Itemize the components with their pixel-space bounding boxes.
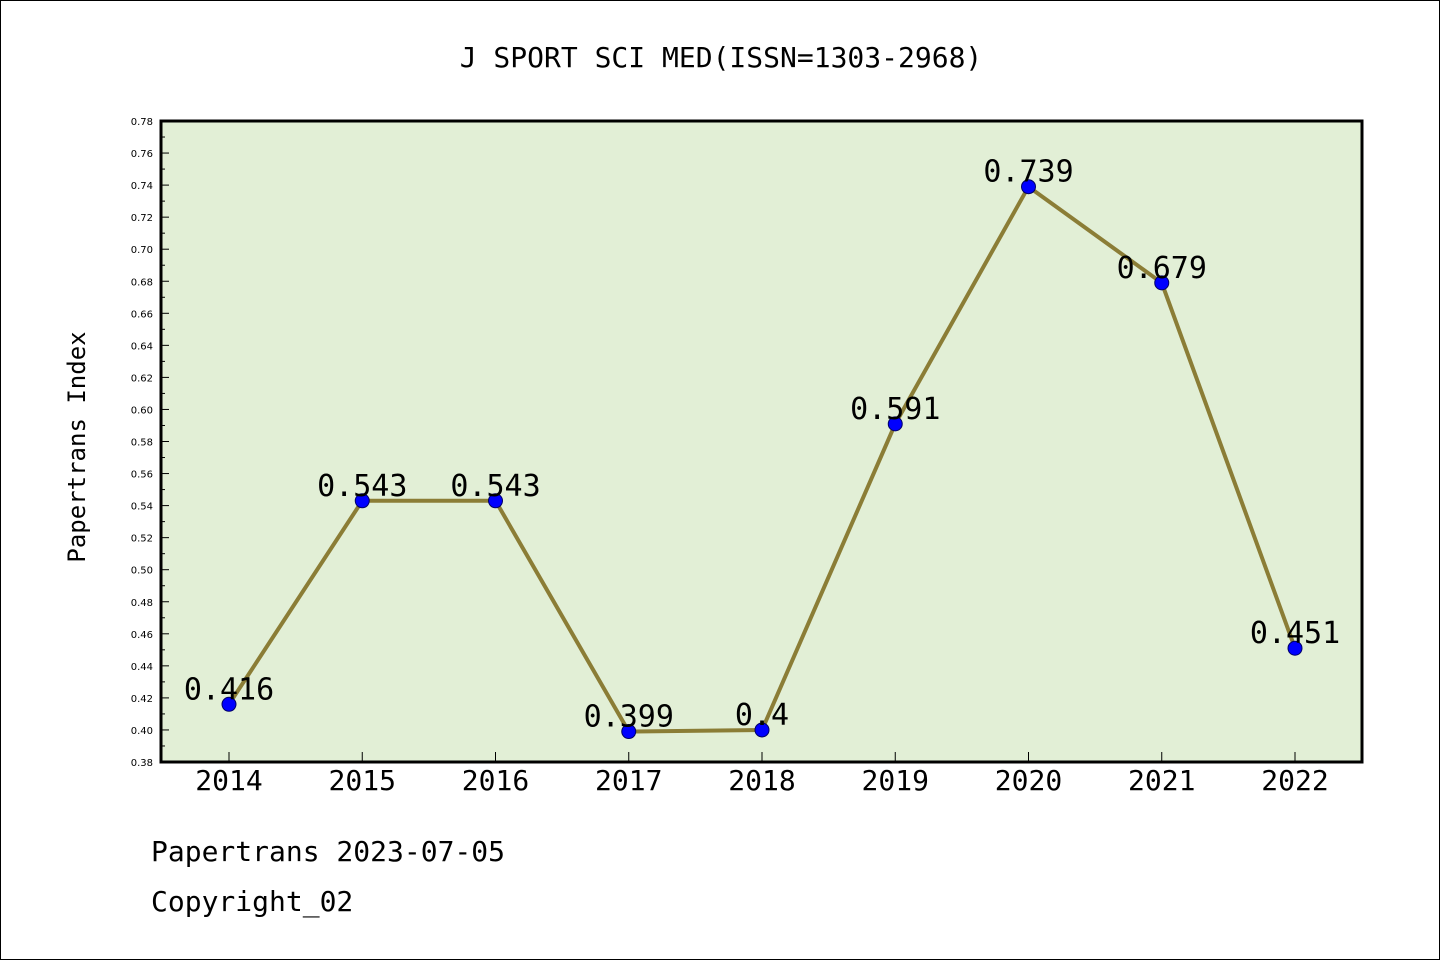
data-label: 0.4 — [735, 698, 789, 733]
y-tick-label: 0.50 — [131, 566, 153, 577]
data-label: 0.543 — [317, 469, 407, 504]
x-axis: 2014 2015 2016 2017 2018 2019 2020 2021 2022 — [195, 752, 1329, 797]
x-tick-label: 2019 — [862, 764, 929, 797]
y-tick-label: 0.64 — [131, 341, 153, 352]
x-tick-label: 2022 — [1261, 764, 1328, 797]
y-tick-label: 0.60 — [131, 405, 153, 416]
y-tick-label: 0.52 — [131, 534, 153, 545]
y-axis-label: Papertrans Index — [63, 331, 91, 562]
x-tick-label: 2016 — [462, 764, 529, 797]
y-tick-label: 0.44 — [131, 662, 153, 673]
y-tick-label: 0.42 — [131, 694, 153, 705]
data-labels: 0.416 0.543 0.543 0.399 0.4 0.591 0.739 0.679 0.… — [184, 155, 1340, 735]
data-label: 0.543 — [450, 469, 540, 504]
x-tick-label: 2017 — [595, 764, 662, 797]
data-point — [887, 416, 903, 432]
data-point — [754, 722, 770, 738]
data-point — [1021, 179, 1036, 195]
y-tick-label: 0.40 — [131, 726, 153, 737]
y-tick-label: 0.58 — [131, 438, 153, 449]
data-label: 0.679 — [1117, 251, 1207, 286]
y-tick-label: 0.76 — [131, 149, 153, 160]
data-point — [1287, 640, 1303, 656]
plot-frame — [159, 119, 1364, 764]
data-point — [221, 696, 237, 712]
data-label: 0.451 — [1250, 616, 1340, 651]
y-tick-label: 0.56 — [131, 470, 153, 481]
y-tick-label: 0.78 — [131, 117, 153, 128]
data-label: 0.591 — [850, 392, 940, 427]
data-point — [1154, 275, 1170, 291]
y-tick-label: 0.48 — [131, 598, 153, 609]
y-tick-label: 0.54 — [131, 502, 153, 513]
x-tick-label: 2014 — [195, 764, 262, 797]
y-tick-label: 0.46 — [131, 630, 153, 641]
plot-area — [161, 121, 1362, 762]
y-tick-label: 0.38 — [131, 758, 153, 769]
data-label: 0.399 — [584, 700, 674, 735]
y-axis: 0.38 0.40 0.42 0.44 0.46 0.48 0.50 0.52 0.54 0.56… — [131, 117, 169, 769]
x-tick-label: 2015 — [329, 764, 396, 797]
footer-copyright: Copyright_02 — [151, 885, 354, 918]
data-point — [488, 493, 503, 509]
x-tick-label: 2020 — [995, 764, 1062, 797]
y-tick-label: 0.68 — [131, 277, 153, 288]
y-tick-label: 0.62 — [131, 373, 153, 384]
data-point — [354, 493, 370, 509]
y-tick-label: 0.70 — [131, 245, 153, 256]
x-tick-label: 2018 — [728, 764, 795, 797]
y-tick-label: 0.66 — [131, 309, 153, 320]
y-tick-label: 0.72 — [131, 213, 153, 224]
y-tick-label: 0.74 — [131, 181, 153, 192]
chart-title: J SPORT SCI MED(ISSN=1303-2968) — [460, 41, 983, 74]
footer-source: Papertrans 2023-07-05 — [151, 835, 506, 868]
data-points — [221, 179, 1303, 740]
data-label: 0.416 — [184, 672, 274, 707]
data-label: 0.739 — [983, 155, 1073, 190]
data-point — [621, 724, 637, 740]
x-tick-label: 2021 — [1128, 764, 1195, 797]
